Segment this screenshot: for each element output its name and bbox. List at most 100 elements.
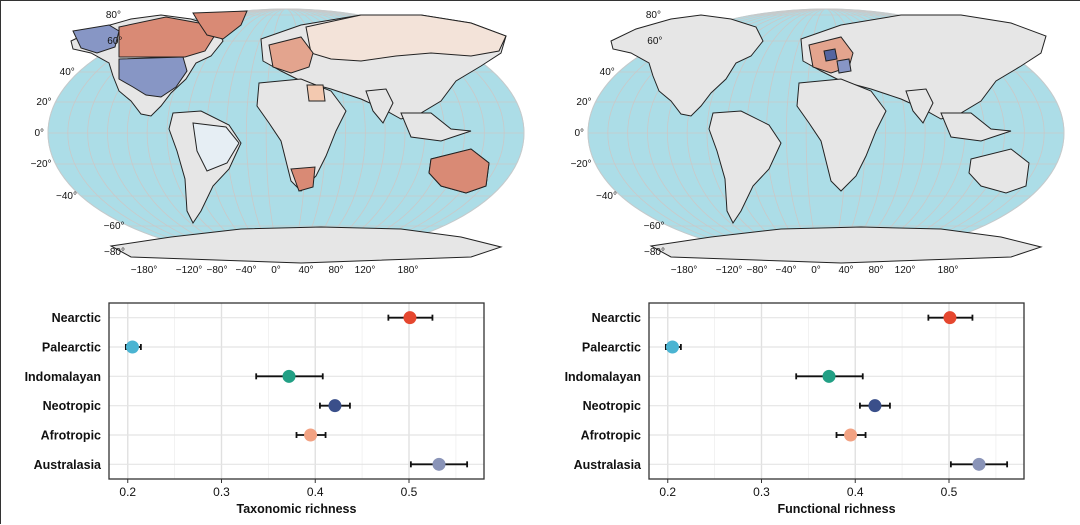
lon-label: −180° (671, 265, 698, 276)
data-point (868, 399, 882, 413)
taxonomic-richness-map: 80° 60° 40° 20° 0° −20° −40° −60° −80° −180° −120°… (31, 8, 525, 276)
lon-label: 80° (868, 265, 883, 276)
lon-label: −80° (747, 265, 768, 276)
plot-frame (648, 302, 1025, 480)
region-russia (305, 14, 507, 62)
x-axis-title: Taxonomic richness (237, 502, 357, 516)
x-tick-label: 0.3 (213, 485, 230, 499)
lat-label: 20° (576, 97, 591, 108)
category-label: Nearctic (592, 311, 641, 325)
lat-label: 80° (646, 10, 661, 21)
map-body (47, 8, 525, 264)
plot-background (649, 303, 1024, 479)
lon-label: 40° (838, 265, 853, 276)
landmass-antarctica (109, 226, 503, 264)
lon-label: 0° (811, 265, 821, 276)
category-label: Nearctic (52, 311, 101, 325)
lat-label: −80° (644, 247, 665, 258)
lon-label: 40° (298, 265, 313, 276)
lat-label: 0° (34, 128, 44, 139)
category-label: Neotropic (583, 399, 641, 413)
lon-label: 180° (398, 265, 419, 276)
lon-label: −120° (176, 265, 203, 276)
region-greenland (192, 10, 248, 40)
data-point (328, 399, 342, 413)
x-tick-label: 0.5 (941, 485, 958, 499)
data-point (432, 457, 446, 471)
landmass-antarctica (649, 226, 1043, 264)
lat-label: −80° (104, 247, 125, 258)
category-label: Australasia (34, 458, 102, 472)
lon-label: −120° (716, 265, 743, 276)
data-point (282, 369, 296, 383)
region-germany (823, 48, 838, 62)
lon-label: −40° (236, 265, 257, 276)
category-label: Afrotropic (581, 429, 641, 443)
lat-label: 60° (647, 36, 662, 47)
region-balkans (836, 58, 852, 74)
lat-label: 40° (600, 67, 615, 78)
region-canada (118, 16, 216, 58)
lon-label: −180° (131, 265, 158, 276)
landmass-africa (796, 78, 887, 192)
lon-label: −80° (207, 265, 228, 276)
lat-label: −20° (571, 159, 592, 170)
landmass-southeast-asia (940, 112, 1012, 142)
plot-background (109, 303, 484, 479)
landmass-india (365, 88, 394, 124)
lat-label: −60° (644, 221, 665, 232)
x-tick-label: 0.4 (847, 485, 864, 499)
lon-label: 0° (271, 265, 281, 276)
lat-label: 40° (60, 67, 75, 78)
category-label: Indomalayan (25, 370, 101, 384)
functional-richness-chart: Nearctic Palearctic Indomalayan Neotropic Af… (565, 302, 1025, 516)
category-label: Afrotropic (41, 429, 101, 443)
category-label: Neotropic (43, 399, 101, 413)
plot-frame (108, 302, 485, 480)
lat-label: 0° (574, 128, 584, 139)
region-egypt (306, 84, 326, 102)
grid (109, 303, 484, 479)
lat-label: 80° (106, 10, 121, 21)
map-body (587, 8, 1065, 264)
x-tick-label: 0.4 (307, 485, 324, 499)
region-united-states (118, 56, 188, 98)
landmass-australia (968, 148, 1030, 194)
lat-label: −40° (56, 191, 77, 202)
category-label: Palearctic (42, 341, 101, 355)
x-tick-label: 0.5 (401, 485, 418, 499)
landmass-south-america (708, 110, 782, 224)
region-brazil (192, 122, 240, 172)
region-australia (428, 148, 490, 194)
region-south-africa (290, 166, 316, 192)
functional-richness-map: 80° 60° 40° 20° 0° −20° −40° −60° −80° −180° −120°… (571, 8, 1065, 276)
x-tick-label: 0.2 (119, 485, 136, 499)
region-europe (268, 36, 314, 74)
lon-label: −40° (776, 265, 797, 276)
x-tick-label: 0.2 (659, 485, 676, 499)
region-alaska (72, 24, 120, 54)
landmass-southeast-asia (400, 112, 472, 142)
landmass-india (905, 88, 934, 124)
data-point (943, 311, 957, 325)
data-point (304, 428, 318, 442)
category-label: Australasia (574, 458, 642, 472)
taxonomic-richness-chart: Nearctic Palearctic Indomalayan Neotropic Af… (25, 302, 485, 516)
data-point (665, 340, 679, 354)
landmass-north-america (610, 14, 764, 117)
category-label: Palearctic (582, 341, 641, 355)
lon-label: 120° (355, 265, 376, 276)
data-point (972, 457, 986, 471)
lat-label: 20° (36, 97, 51, 108)
lon-label: 120° (895, 265, 916, 276)
category-label: Indomalayan (565, 370, 641, 384)
data-point (403, 311, 417, 325)
lat-label: −40° (596, 191, 617, 202)
lon-label: 80° (328, 265, 343, 276)
lon-label: 180° (938, 265, 959, 276)
lat-label: 60° (107, 36, 122, 47)
lat-label: −60° (104, 221, 125, 232)
data-point (822, 369, 836, 383)
x-tick-label: 0.3 (753, 485, 770, 499)
lat-label: −20° (31, 159, 52, 170)
